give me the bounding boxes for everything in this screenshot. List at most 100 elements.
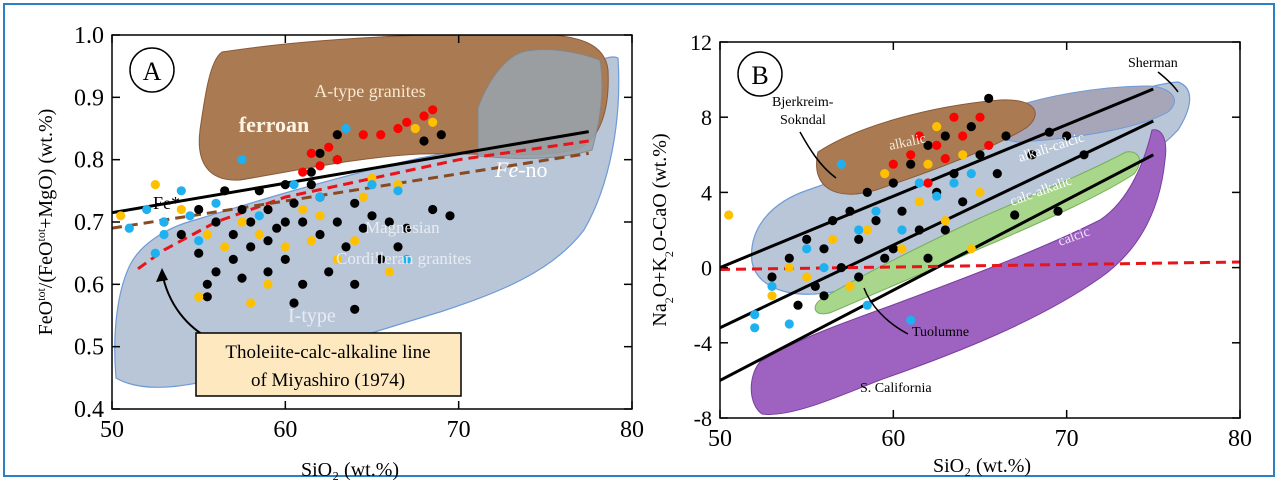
- panel-b-point: [940, 216, 950, 226]
- panel-b-point: [767, 281, 777, 291]
- panel-b-point: [862, 225, 872, 235]
- panel-b-point: [828, 216, 838, 226]
- miyashiro-line-1: Tholeiite-calc-alkaline line: [225, 342, 430, 363]
- ylabel-b-2: 2: [662, 297, 676, 303]
- panel-a-point: [176, 229, 186, 240]
- panel-a-point: [246, 298, 256, 308]
- panel-a-point: [228, 229, 238, 240]
- panel-a-ytick-label: 0.4: [74, 397, 104, 423]
- panel-b-calc-alkalic-field: [814, 151, 1141, 315]
- panel-a-point: [289, 198, 299, 208]
- panel-b-point: [949, 178, 959, 188]
- panel-a-point: [402, 223, 412, 233]
- panel-a-point: [306, 236, 316, 246]
- label-feno: Fe-no: [494, 157, 548, 182]
- panel-b-xtick-label: 80: [1228, 426, 1252, 452]
- panel-b-point: [1053, 206, 1063, 216]
- panel-a-point: [428, 204, 438, 215]
- panel-b-point: [1001, 131, 1011, 141]
- panel-a-point: [124, 223, 134, 233]
- panel-a-point: [211, 217, 221, 227]
- panel-a-point: [263, 204, 273, 215]
- panel-a-point: [332, 155, 342, 165]
- panel-b-point: [975, 187, 985, 197]
- panel-b: 50 60 70 80 -8 -4 0 4 8 12 B Sherman Bjerkreim- S…: [649, 30, 1252, 477]
- panel-a-point: [445, 211, 455, 221]
- label-tuolumne: Tuolumne: [912, 325, 969, 340]
- panel-a-badge: [129, 47, 175, 93]
- panel-a-point: [254, 186, 264, 196]
- panel-a-point: [384, 267, 394, 277]
- panel-a-point: [263, 267, 273, 277]
- panel-a-xtick-label: 60: [273, 417, 297, 443]
- panel-b-xlabel: SiO₂ (wt.%): [933, 455, 1031, 477]
- panel-a-point: [280, 217, 290, 227]
- panel-b-xtick-label: 50: [708, 426, 732, 452]
- panel-a-point: [341, 242, 351, 252]
- panel-a-point: [150, 248, 160, 258]
- panel-a-xtick-label: 80: [620, 417, 644, 443]
- panel-b-point: [767, 291, 777, 301]
- panel-b-ylabel: Na2O+K2O-CaO (wt.%): [649, 133, 676, 326]
- panel-a-point: [410, 123, 420, 134]
- label-magnesian: Magnesian: [365, 218, 440, 237]
- panel-b-xtick-label: 60: [881, 426, 905, 452]
- panel-b-point: [906, 150, 916, 160]
- panel-a-point: [220, 242, 230, 252]
- panel-b-point: [923, 159, 933, 169]
- panel-a-point: [289, 180, 299, 190]
- ylabel-a-1: FeO: [35, 301, 57, 335]
- panel-b-point: [1027, 150, 1037, 160]
- ylabel-a-5: +MgO) (wt.%): [35, 109, 57, 229]
- label-s-california: S. California: [860, 381, 932, 396]
- panel-a-point: [289, 298, 299, 308]
- panel-b-ytick-label: 0: [701, 256, 712, 281]
- panel-b-point: [880, 253, 890, 263]
- panel-a-point: [393, 123, 403, 134]
- panel-a-point: [350, 198, 360, 208]
- panel-a-point: [298, 167, 308, 177]
- panel-a-ytick-label: 0.6: [74, 272, 104, 298]
- panel-a-ytick-label: 0.8: [74, 148, 104, 174]
- panel-a-point: [194, 292, 204, 302]
- panel-a: 50 60 70 80 0.4 0.5 0.6 0.7 0.8 0.9 1.0 A A-type g…: [34, 23, 644, 481]
- panel-a-point: [237, 204, 247, 215]
- panel-a-point: [237, 155, 247, 165]
- panel-a-point: [237, 217, 247, 227]
- panel-a-point: [298, 204, 308, 215]
- panel-b-point: [767, 272, 777, 282]
- panel-b-point: [802, 244, 812, 254]
- tuolumne-pointer: [863, 287, 909, 335]
- ylabel-b-3: O+K: [649, 257, 671, 298]
- panel-a-point: [254, 211, 264, 221]
- box-arrow-head: [156, 268, 168, 282]
- panel-b-point: [1010, 210, 1020, 220]
- panel-b-ytick-label: 8: [701, 105, 712, 130]
- panel-b-plot-frame: [719, 41, 1241, 419]
- panel-b-line-3: [720, 260, 1240, 271]
- label-feno-no: -no: [518, 157, 547, 182]
- panel-a-ytick-label: 0.9: [74, 85, 104, 111]
- panel-b-point: [1079, 150, 1089, 160]
- panel-b-point: [880, 169, 890, 179]
- panel-b-point: [871, 206, 881, 216]
- ylabel-a-3: /(FeO: [35, 242, 57, 289]
- label-feno-fe: Fe: [494, 157, 518, 182]
- panel-b-point: [940, 131, 950, 141]
- panel-b-point: [897, 244, 907, 254]
- ylabel-a-4: tot: [34, 228, 48, 241]
- panel-a-point: [280, 242, 290, 252]
- panel-a-point: [228, 254, 238, 264]
- panel-a-point: [436, 130, 446, 140]
- panel-a-point: [246, 242, 256, 252]
- panel-a-point: [280, 254, 290, 264]
- panel-b-point: [992, 169, 1002, 179]
- miyashiro-box: [195, 332, 462, 397]
- panel-b-point: [888, 244, 898, 254]
- panel-b-point: [914, 225, 924, 235]
- panel-a-point: [315, 161, 325, 171]
- panel-a-point: [419, 111, 429, 121]
- panel-a-point: [150, 180, 160, 190]
- panel-a-point: [194, 204, 204, 215]
- panel-b-point: [750, 323, 760, 333]
